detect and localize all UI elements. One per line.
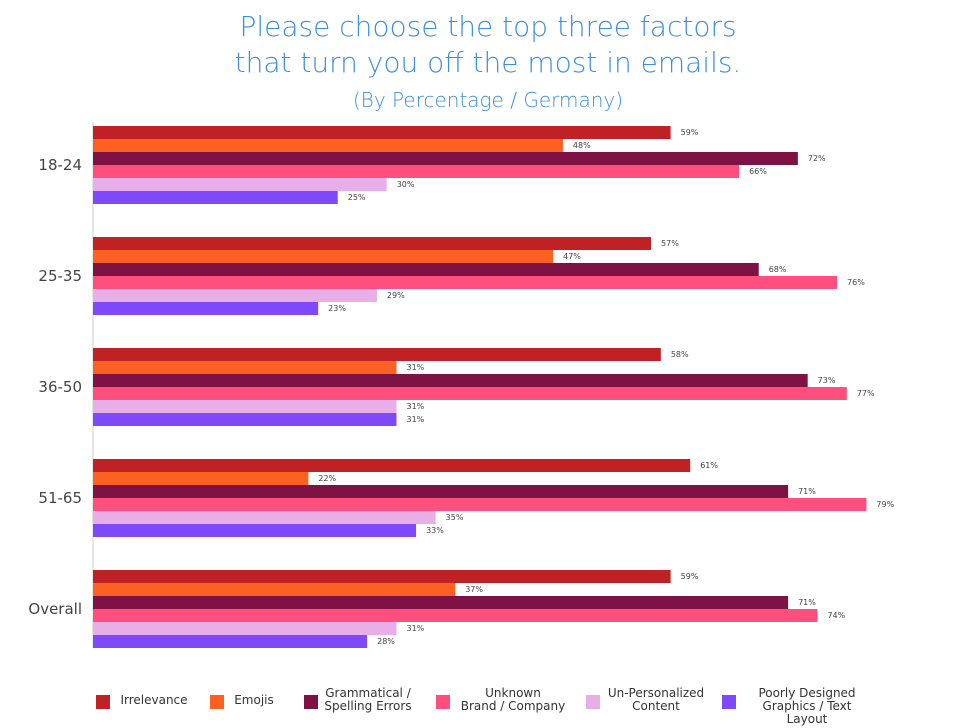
bar xyxy=(93,165,740,178)
data-label: 31% xyxy=(406,363,424,372)
data-label: 61% xyxy=(700,461,718,470)
data-label: 57% xyxy=(661,239,679,248)
data-label: 35% xyxy=(446,513,464,522)
bar xyxy=(93,524,417,537)
chart-title-line-1: Please choose the top three factors xyxy=(239,10,737,43)
legend-swatch xyxy=(436,695,450,709)
data-label: 72% xyxy=(808,154,826,163)
bar xyxy=(93,400,397,413)
category-label: 36-50 xyxy=(38,378,82,396)
data-label: 25% xyxy=(348,193,366,202)
category-label: 25-35 xyxy=(38,267,82,285)
data-label: 71% xyxy=(798,487,816,496)
chart-subtitle: (By Percentage / Germany) xyxy=(352,88,624,112)
data-label: 59% xyxy=(681,572,699,581)
bar xyxy=(93,374,808,387)
bar xyxy=(93,178,387,191)
data-label: 74% xyxy=(827,611,845,620)
legend-label: Un-Personalized Content xyxy=(607,686,705,713)
bar xyxy=(93,498,867,511)
data-label: 33% xyxy=(426,526,444,535)
data-label: 48% xyxy=(573,141,591,150)
chart-legend: Irrelevance Emojis Grammatical / Spellin… xyxy=(0,684,960,726)
bar xyxy=(93,250,554,263)
bar xyxy=(93,622,397,635)
data-label: 31% xyxy=(406,402,424,411)
bar xyxy=(93,413,397,426)
bar-chart: 18-24 59% 48% 72% 66% 30% 25% 25-35 57% 47% 68% 76%… xyxy=(28,122,895,648)
bar xyxy=(93,237,652,250)
legend-swatch xyxy=(210,695,224,709)
data-label: 58% xyxy=(671,350,689,359)
bar xyxy=(93,191,338,204)
bar xyxy=(93,570,671,583)
data-label: 68% xyxy=(769,265,787,274)
legend-label: Irrelevance xyxy=(120,693,188,707)
legend-label: Emojis xyxy=(234,693,274,707)
bar xyxy=(93,635,368,648)
data-label: 29% xyxy=(387,291,405,300)
bar xyxy=(93,609,818,622)
data-label: 31% xyxy=(406,624,424,633)
bar xyxy=(93,126,671,139)
bar xyxy=(93,511,436,524)
bar xyxy=(93,361,397,374)
data-label: 28% xyxy=(377,637,395,646)
legend-swatch xyxy=(586,695,600,709)
bar xyxy=(93,348,661,361)
data-label: 73% xyxy=(818,376,836,385)
data-label: 23% xyxy=(328,304,346,313)
legend-swatch xyxy=(304,695,318,709)
category-label: 18-24 xyxy=(38,156,82,174)
bar xyxy=(93,485,789,498)
bar xyxy=(93,387,847,400)
bar xyxy=(93,139,563,152)
data-label: 71% xyxy=(798,598,816,607)
data-label: 37% xyxy=(465,585,483,594)
data-label: 22% xyxy=(318,474,336,483)
data-label: 59% xyxy=(681,128,699,137)
data-label: 77% xyxy=(857,389,875,398)
bar xyxy=(93,263,759,276)
data-label: 76% xyxy=(847,278,865,287)
data-label: 47% xyxy=(563,252,581,261)
bar xyxy=(93,596,789,609)
category-label: 51-65 xyxy=(38,489,82,507)
bar xyxy=(93,289,377,302)
data-label: 66% xyxy=(749,167,767,176)
legend-label: Poorly Designed Graphics / Text Layout xyxy=(758,686,856,726)
legend-swatch xyxy=(96,695,110,709)
bar xyxy=(93,459,691,472)
data-label: 30% xyxy=(397,180,415,189)
data-label: 31% xyxy=(406,415,424,424)
bar xyxy=(93,302,319,315)
legend-label: Grammatical / Spelling Errors xyxy=(324,686,412,713)
category-label: Overall xyxy=(28,600,82,618)
bar xyxy=(93,472,309,485)
bar xyxy=(93,276,838,289)
legend-label: Unknown Brand / Company xyxy=(460,686,566,713)
legend-swatch xyxy=(722,695,736,709)
bar xyxy=(93,152,798,165)
bar xyxy=(93,583,456,596)
data-label: 79% xyxy=(876,500,894,509)
chart-title-line-2: that turn you off the most in emails. xyxy=(234,46,742,79)
